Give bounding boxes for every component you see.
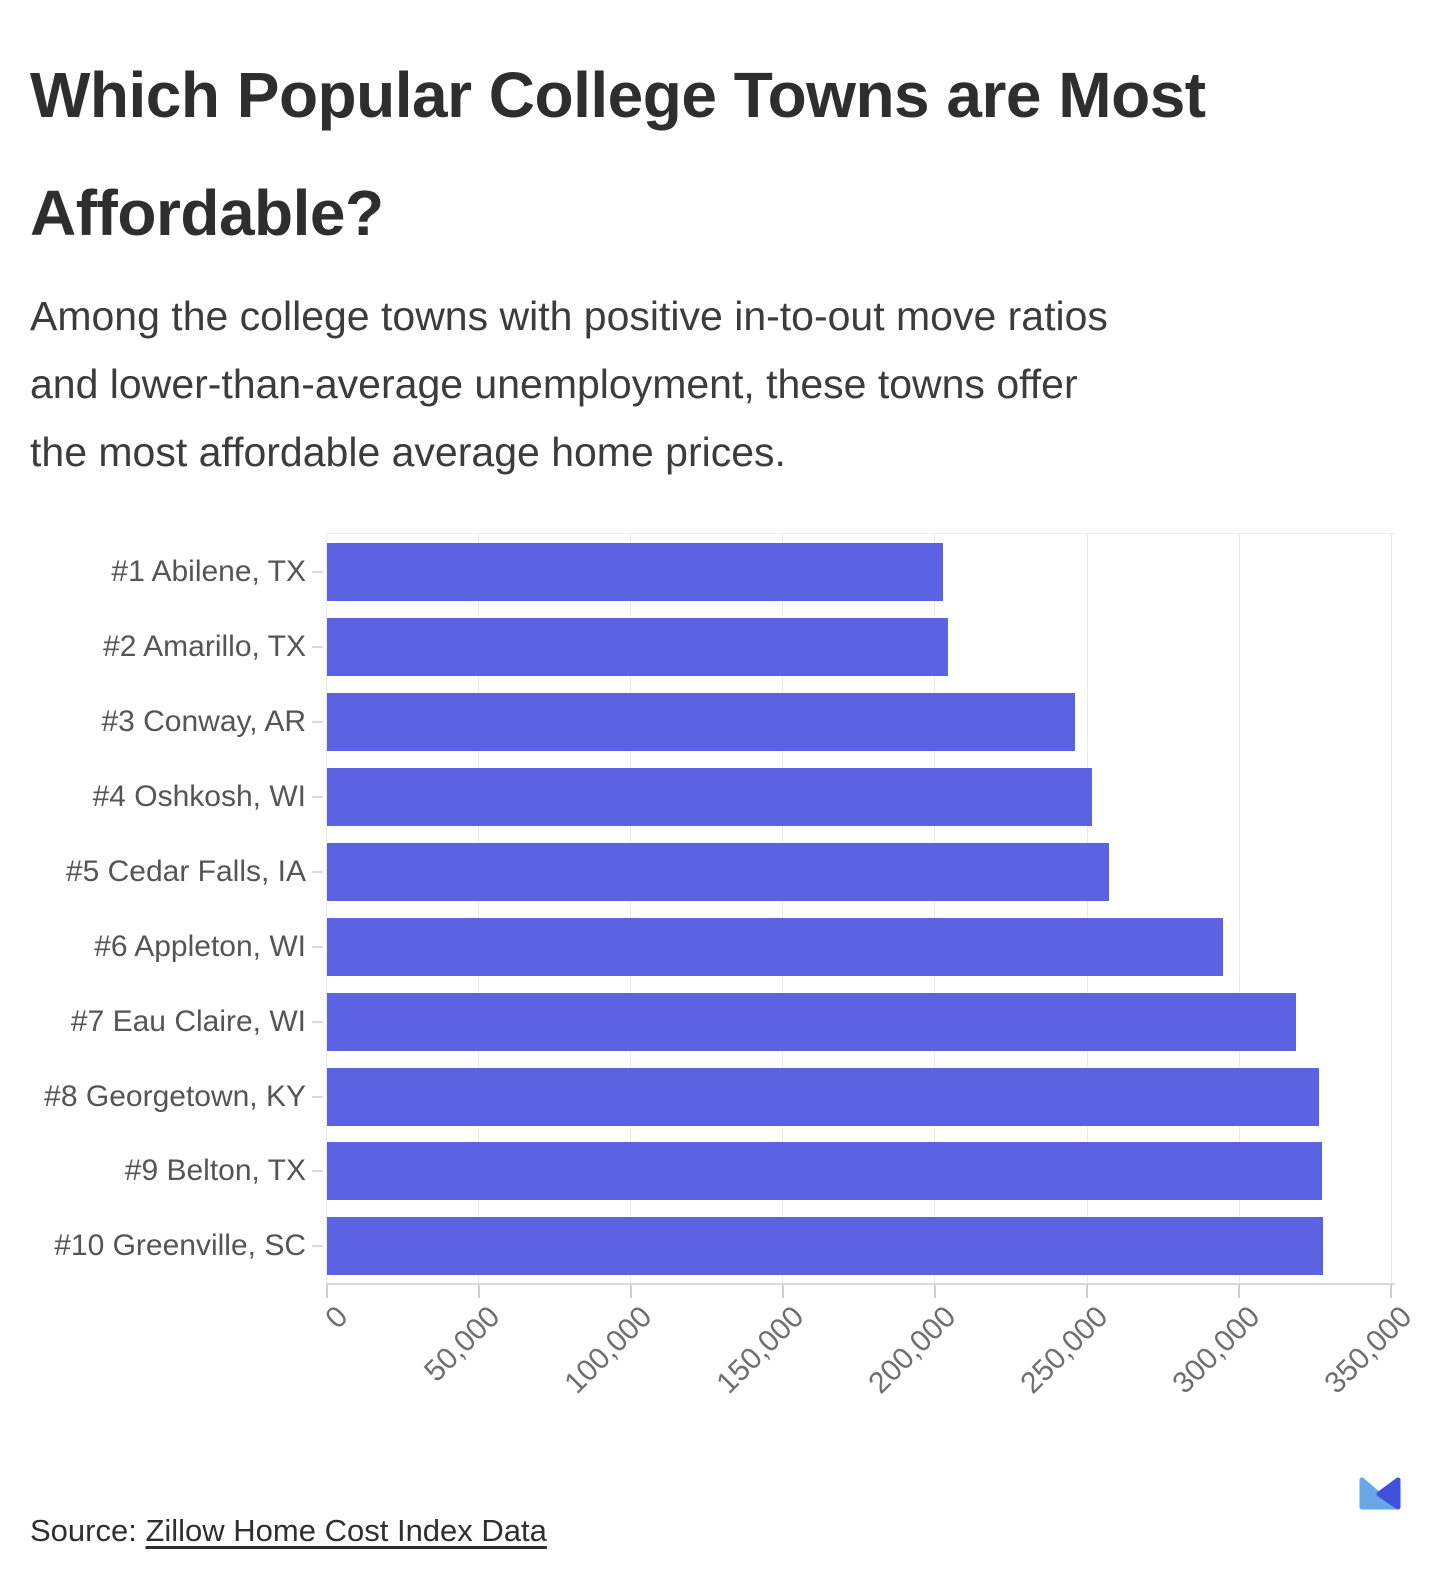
y-axis-label: #4 Oshkosh, WI xyxy=(92,779,306,813)
publisher-logo-icon xyxy=(1359,1477,1401,1510)
gridline xyxy=(1086,533,1088,1283)
bar xyxy=(327,1217,1324,1276)
y-axis-label: #2 Amarillo, TX xyxy=(103,629,306,663)
x-tick-stub xyxy=(325,1285,328,1298)
x-tick-stub xyxy=(629,1285,632,1298)
y-axis-label: #9 Belton, TX xyxy=(124,1154,306,1188)
y-tick xyxy=(312,945,323,948)
y-axis-label: #10 Greenville, SC xyxy=(54,1229,306,1263)
x-tick-label: 150,000 xyxy=(710,1300,811,1401)
y-axis-label: #6 Appleton, WI xyxy=(94,929,306,963)
bar xyxy=(327,767,1093,826)
x-tick-label: 250,000 xyxy=(1014,1300,1115,1401)
x-tick-label: 100,000 xyxy=(557,1300,659,1401)
bar xyxy=(327,543,943,601)
x-tick-stub xyxy=(477,1285,480,1298)
source-prefix: Source: xyxy=(30,1513,146,1548)
x-tick-label: 300,000 xyxy=(1166,1300,1267,1401)
y-axis-label: #1 Abilene, TX xyxy=(111,555,306,588)
y-tick xyxy=(312,1095,323,1098)
bar xyxy=(327,1067,1319,1126)
x-tick-stub xyxy=(1086,1285,1088,1298)
gridline xyxy=(1390,533,1392,1283)
gridline xyxy=(1238,533,1240,1283)
y-tick xyxy=(312,795,323,798)
bar xyxy=(327,917,1223,976)
y-axis-label: #5 Cedar Falls, IA xyxy=(65,854,306,888)
y-axis-label: #8 Georgetown, KY xyxy=(44,1079,306,1113)
gridline xyxy=(630,533,632,1283)
gridline xyxy=(934,533,936,1283)
y-axis-label: #3 Conway, AR xyxy=(101,704,306,738)
x-axis-line xyxy=(326,1283,1395,1285)
x-tick-label: 350,000 xyxy=(1318,1300,1419,1401)
y-axis-label: #7 Eau Claire, WI xyxy=(70,1004,306,1038)
chart-title: Which Popular College Towns are Most Aff… xyxy=(30,59,1206,249)
y-tick xyxy=(312,870,323,873)
x-tick-stub xyxy=(933,1285,936,1298)
bar xyxy=(327,692,1076,751)
bar xyxy=(327,617,948,676)
y-tick xyxy=(312,1170,323,1173)
chart-subtitle: Among the college towns with positive in… xyxy=(30,293,1108,475)
source-link[interactable]: Zillow Home Cost Index Data xyxy=(145,1513,547,1548)
x-tick-label: 0 xyxy=(318,1300,354,1336)
x-tick-label: 50,000 xyxy=(417,1300,506,1389)
y-tick xyxy=(312,1020,323,1023)
y-tick xyxy=(312,645,323,648)
gridline xyxy=(326,533,327,1283)
gridline xyxy=(782,533,784,1283)
x-tick-stub xyxy=(781,1285,784,1298)
y-tick xyxy=(312,1245,323,1248)
bar xyxy=(327,1142,1322,1201)
y-tick xyxy=(312,571,323,573)
plot-top-border xyxy=(326,533,1395,534)
gridline xyxy=(478,533,480,1283)
x-tick-label: 200,000 xyxy=(862,1300,963,1401)
source-note: Source: Zillow Home Cost Index Data xyxy=(30,1513,547,1549)
x-tick-stub xyxy=(1238,1285,1241,1298)
x-tick-stub xyxy=(1390,1285,1393,1298)
y-tick xyxy=(312,720,323,723)
bar xyxy=(327,992,1296,1051)
bar xyxy=(327,842,1109,901)
